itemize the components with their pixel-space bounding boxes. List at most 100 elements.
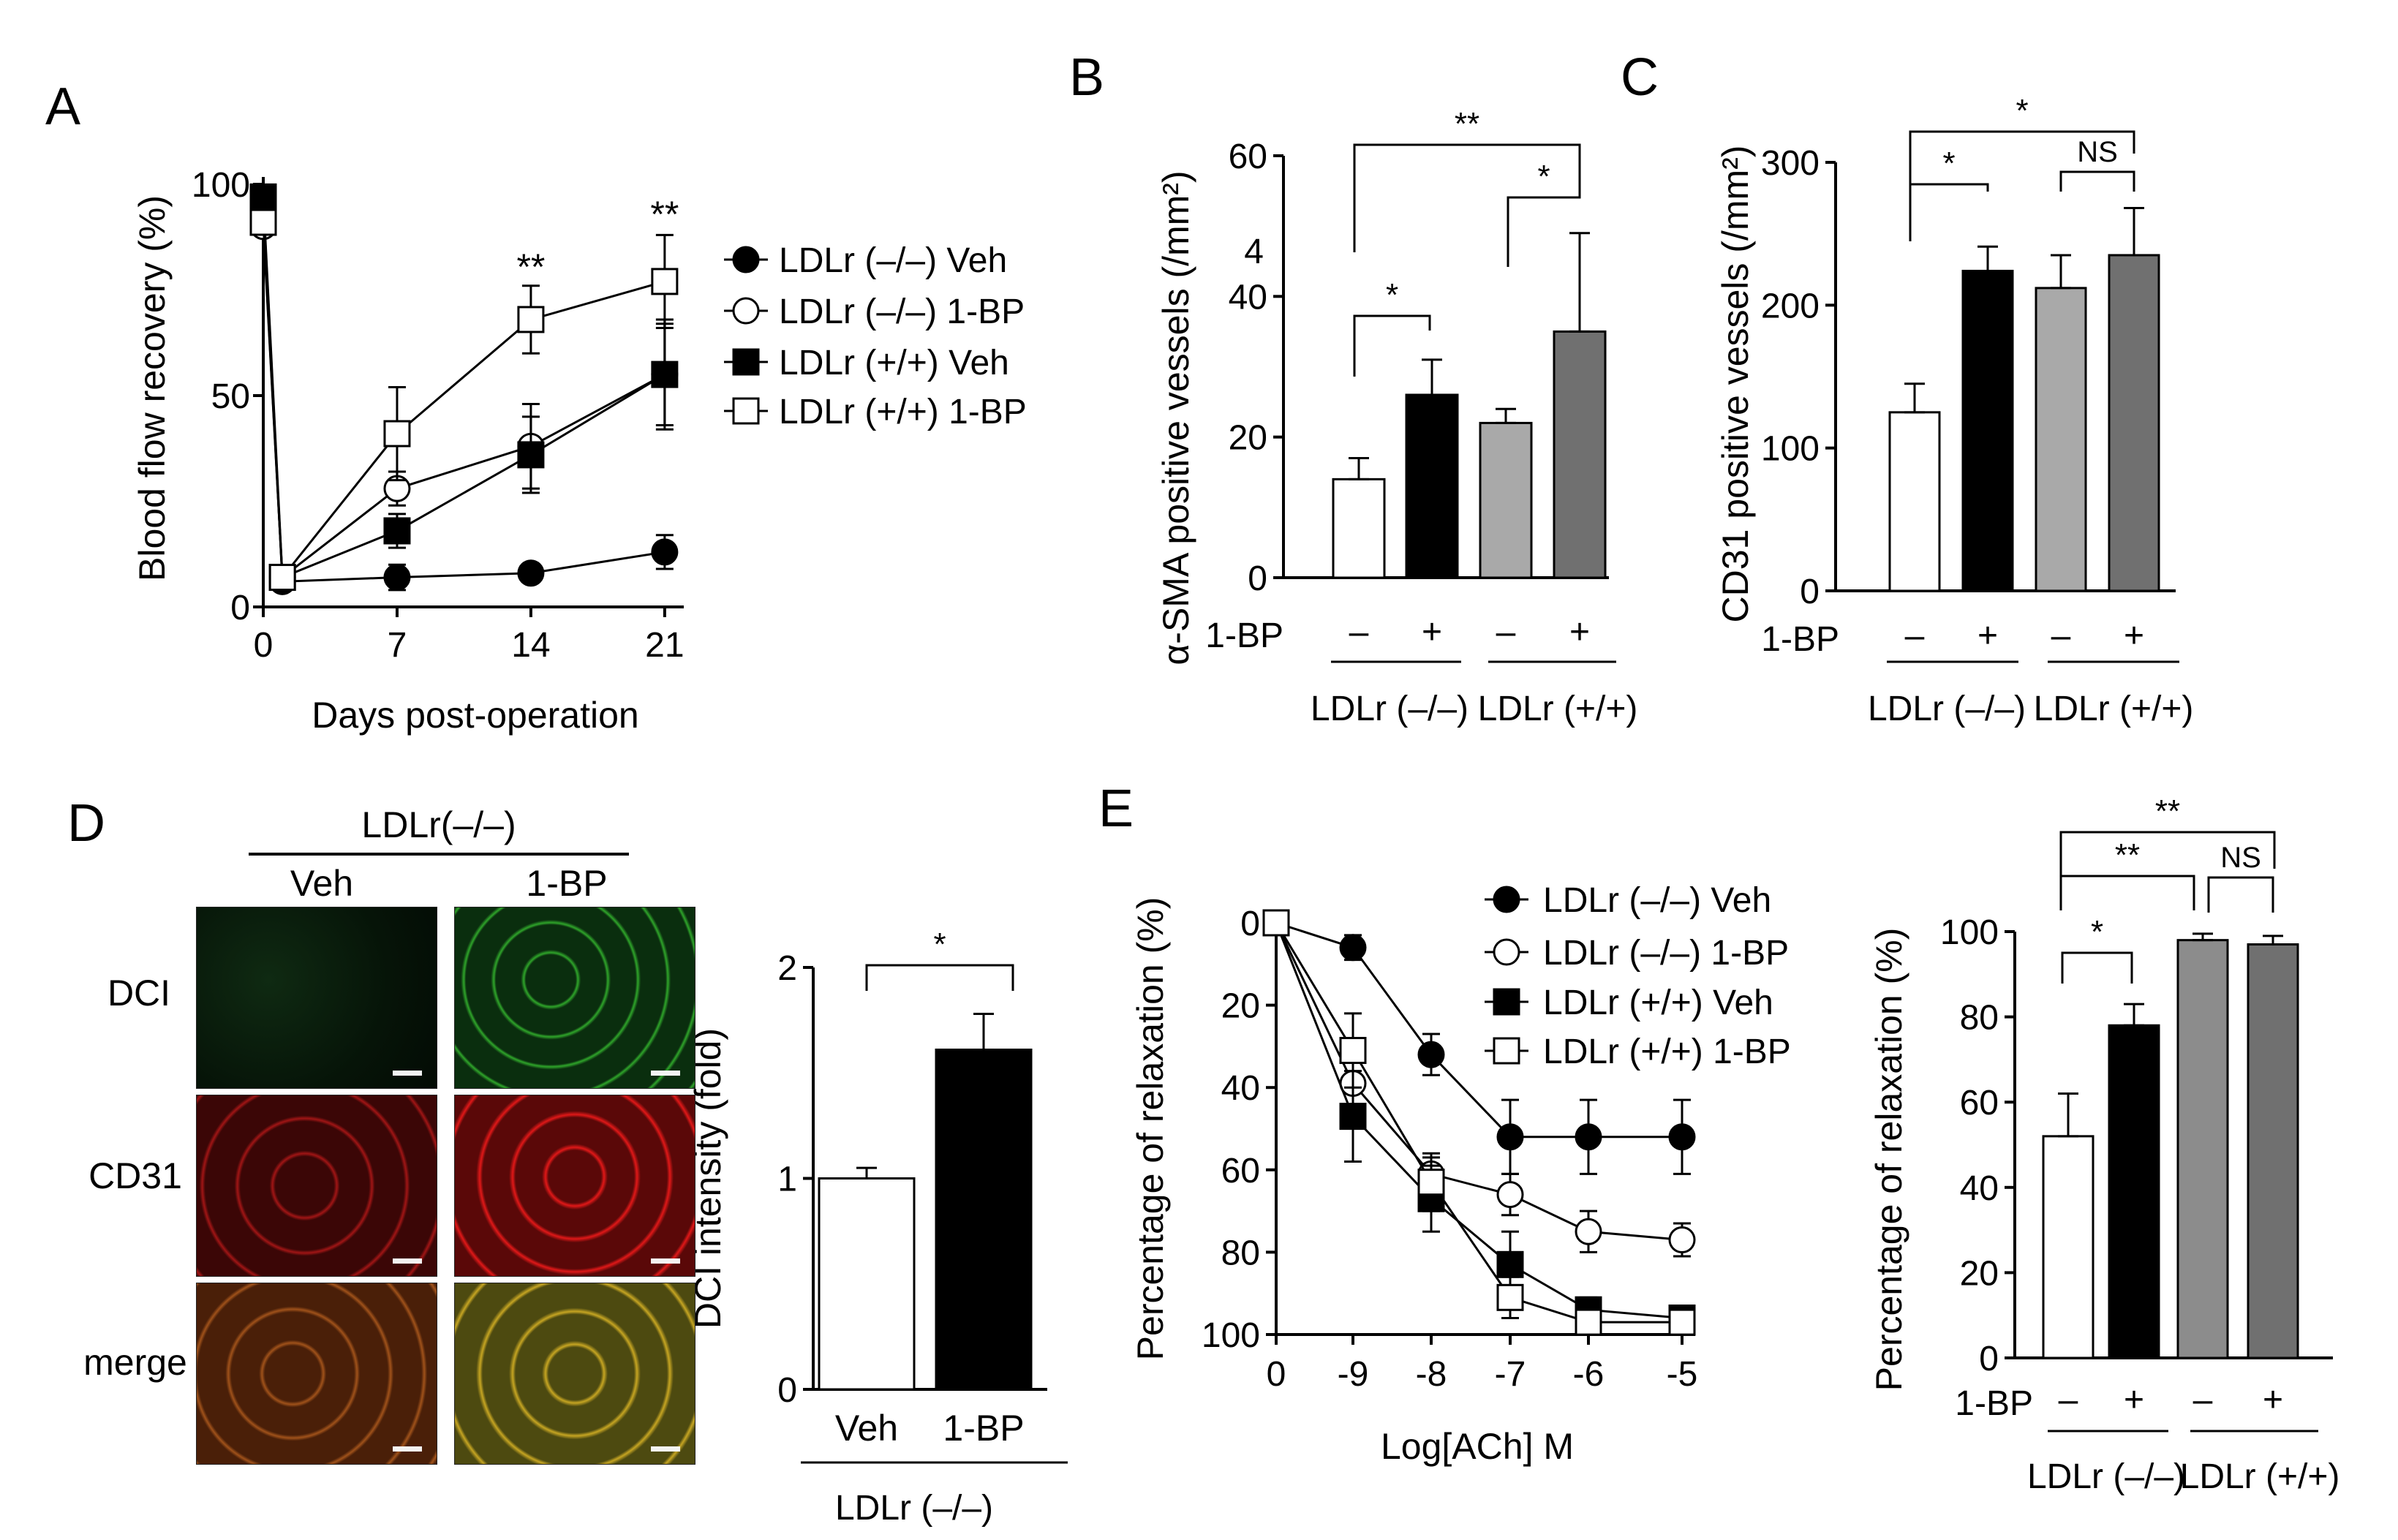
panel-e-lines-series-3-point-4 xyxy=(1575,1308,1602,1336)
panel-c-sig-0: * xyxy=(1909,146,1989,241)
panel-a-legend-marker-3 xyxy=(732,397,760,425)
panel-e2-sig-3-label: ** xyxy=(2155,793,2180,829)
panel-e-x-tick-label-3: -7 xyxy=(1495,1355,1526,1394)
panel-e2-chart-y-tick-label-5: 100 xyxy=(1940,913,1999,952)
panel-c-chart-bar-1 xyxy=(1961,269,2014,592)
panel-b-row-label: 1-BP xyxy=(1205,616,1283,655)
panel-e-lines-series-3-point-0 xyxy=(1262,909,1290,937)
panel-e-legend-marker-0 xyxy=(1493,886,1520,913)
micro-cd31-veh xyxy=(196,1095,437,1277)
panel-e2-chart-y-tick-label-2: 40 xyxy=(1960,1169,1999,1208)
panel-a-lines xyxy=(249,183,679,595)
panel-e2-chart-bar-1 xyxy=(2108,1024,2160,1359)
panel-b-sig-0-label: * xyxy=(1386,277,1398,313)
panel-b-chart-err-1 xyxy=(1422,358,1442,396)
micro-row-label-merge: merge xyxy=(83,1342,187,1383)
panel-e-lines-series-0 xyxy=(1262,909,1696,1175)
scale-bar-6 xyxy=(651,1446,680,1452)
panel-e2-chart-err-1 xyxy=(2124,1003,2144,1027)
panel-a-lines-series-3-point-1 xyxy=(268,564,296,592)
panel-b-cat-2: – xyxy=(1496,613,1516,652)
panel-a-legend-label-0: LDLr (–/–) Veh xyxy=(779,241,1007,280)
panel-e-y-tick-label-1: 20 xyxy=(1221,987,1260,1026)
panel-e-y-label: Percentage of relaxation (%) xyxy=(1130,897,1171,1361)
panel-e-lines-series-2-point-3 xyxy=(1496,1250,1524,1278)
panel-e-lines-series-2-line xyxy=(1275,922,1683,1319)
panel-b-cat-3: + xyxy=(1569,613,1590,652)
panel-a-lines-series-0-point-3 xyxy=(517,559,545,587)
panel-e2-chart-bar-0 xyxy=(2042,1135,2095,1359)
panel-e-x-tick-label-4: -6 xyxy=(1573,1355,1605,1394)
panel-a-legend-marker-0 xyxy=(732,246,760,273)
panel-e2-group-1: LDLr (+/+) xyxy=(2180,1457,2340,1496)
panel-e2-sig-2-label: ** xyxy=(2115,837,2140,873)
panel-d-chart-y-tick-label-0: 0 xyxy=(777,1371,797,1410)
panel-d-chart-err-0 xyxy=(856,1166,877,1179)
panel-e-legend-label-3: LDLr (+/+) 1-BP xyxy=(1543,1033,1791,1071)
panel-c-cat-3: + xyxy=(2124,616,2144,655)
panel-d-group: LDLr (–/–) xyxy=(835,1489,993,1528)
panel-c-chart-y-tick-label-1: 100 xyxy=(1761,430,1820,469)
panel-b-sig-0-line xyxy=(1353,314,1431,377)
panel-a-y-tick-label-2: 100 xyxy=(192,166,250,205)
panel-b-sig-2-line xyxy=(1353,143,1581,252)
panel-b-chart-y-tick-label-0: 0 xyxy=(1248,559,1267,598)
panel-a-x-tick-label-1: 7 xyxy=(388,626,407,665)
micro-row-label-dci: DCI xyxy=(108,973,170,1014)
panel-c-sig-0-line xyxy=(1909,183,1989,241)
panel-d-sig-0-line xyxy=(865,964,1014,991)
panel-letter-d: D xyxy=(67,794,105,853)
panel-e-lines-series-3-point-3 xyxy=(1496,1283,1524,1311)
panel-e-y-tick-label-5: 100 xyxy=(1202,1316,1260,1355)
panel-e-legend-marker-3 xyxy=(1493,1037,1520,1065)
panel-e2-sig-2-line xyxy=(2059,875,2195,910)
panel-letter-a: A xyxy=(45,78,80,136)
panel-a-legend-label-1: LDLr (–/–) 1-BP xyxy=(779,292,1025,331)
micro-merge-1bp xyxy=(454,1283,695,1465)
panel-e-lines-series-0-point-2 xyxy=(1417,1041,1445,1068)
panel-b-sig-2-label: ** xyxy=(1455,106,1479,142)
scale-bar-3 xyxy=(393,1258,422,1264)
micro-cd31-1bp xyxy=(454,1095,695,1277)
panel-a-x-tick-label-3: 21 xyxy=(645,626,684,665)
panel-c-chart-y-label: CD31 positive vessels (/mm²) xyxy=(1715,146,1756,623)
panel-c-chart-y-tick-label-0: 0 xyxy=(1800,573,1820,611)
panel-e2-chart-bar-3 xyxy=(2247,943,2299,1359)
microscopy-labels: LDLr(–/–) Veh 1-BP DCI CD31 merge xyxy=(83,804,629,1383)
panel-a-legend-label-3: LDLr (+/+) 1-BP xyxy=(779,393,1027,431)
panel-a-sig-1: ** xyxy=(650,194,679,235)
panel-e-lines-series-3-point-5 xyxy=(1668,1308,1696,1336)
panel-b-chart-bar-0 xyxy=(1332,478,1386,579)
micro-group-label: LDLr(–/–) xyxy=(361,804,516,845)
panel-a-lines-series-2-point-4 xyxy=(651,361,679,388)
panel-e2-cat-0: – xyxy=(2059,1381,2078,1419)
panel-e2-row-label: 1-BP xyxy=(1955,1384,2033,1423)
panel-d-sig-0-label: * xyxy=(933,926,946,962)
panel-a-lines-series-2 xyxy=(249,183,679,592)
scale-bar-2 xyxy=(651,1071,680,1076)
panel-a-y-tick-label-1: 50 xyxy=(211,377,250,416)
panel-d-chart-err-1 xyxy=(973,1012,994,1052)
panel-b-chart-y-label: α-SMA positive vessels (/mm²) xyxy=(1155,170,1196,665)
panel-e-legend-label-1: LDLr (–/–) 1-BP xyxy=(1543,934,1789,973)
panel-e-y-tick-label-2: 40 xyxy=(1221,1069,1260,1108)
panel-e2-cat-3: + xyxy=(2263,1381,2283,1419)
panel-c-cat-0: – xyxy=(1905,616,1925,655)
panel-b-group-0: LDLr (–/–) xyxy=(1311,690,1468,728)
panel-a-lines-series-3-point-3 xyxy=(517,306,545,333)
panel-b-chart-y-tick-label-2: 40 xyxy=(1229,278,1267,317)
scale-bar-4 xyxy=(651,1258,680,1264)
panel-b-chart-bar-2 xyxy=(1479,421,1533,579)
panel-c-sig-2: * xyxy=(1909,93,2135,186)
panel-c-sig-0-label: * xyxy=(1942,146,1955,181)
panel-letter-b: B xyxy=(1069,48,1104,107)
panel-a-sig-0: ** xyxy=(516,246,545,287)
panel-e-legend-label-0: LDLr (–/–) Veh xyxy=(1543,881,1771,920)
panel-b-group-1: LDLr (+/+) xyxy=(1478,690,1638,728)
panel-a-x-tick-label-0: 0 xyxy=(254,626,274,665)
panel-b-stray-tick: 4 xyxy=(1244,233,1264,271)
panel-e2-sig-3: ** xyxy=(2059,793,2276,877)
panel-e2-sig-0-label: * xyxy=(2091,914,2103,950)
